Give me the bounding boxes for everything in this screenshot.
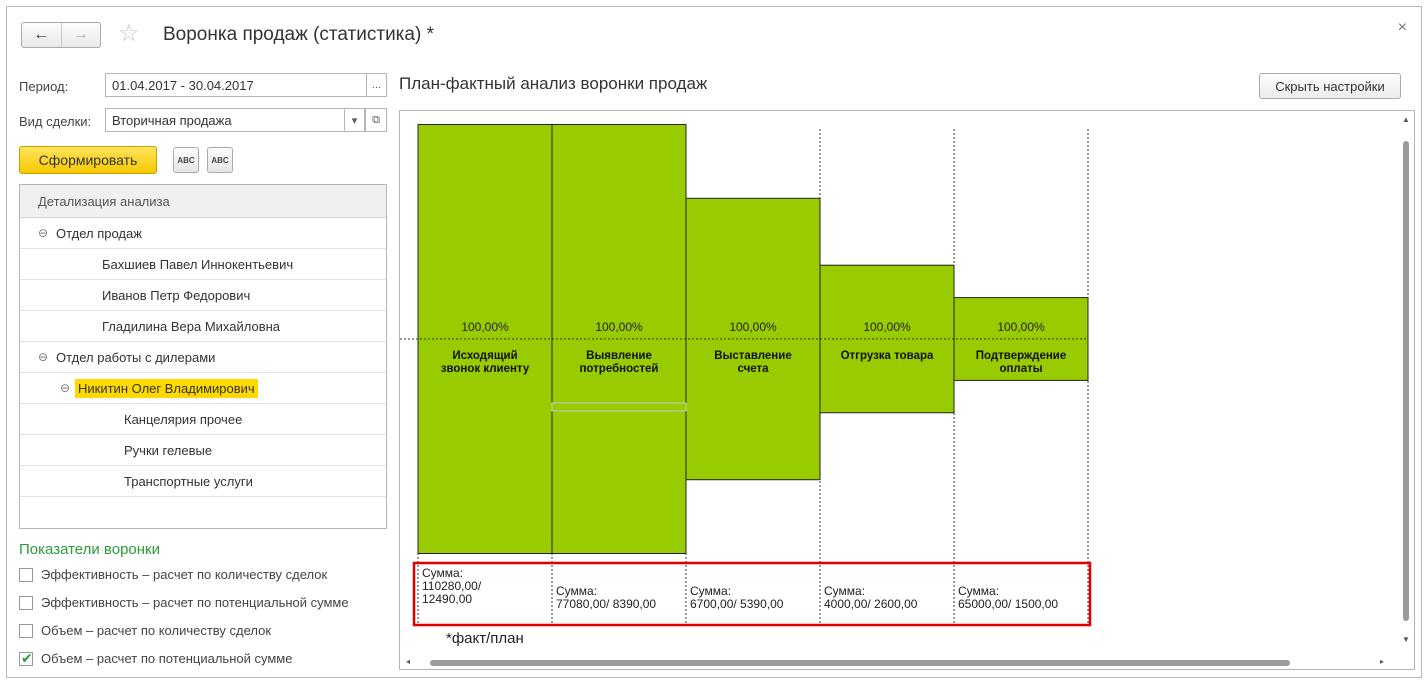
horizontal-scrollbar[interactable]: ◂ ▸ <box>400 655 1400 669</box>
sum-label: Сумма: <box>690 584 731 598</box>
stage-label: Выявление <box>586 350 652 362</box>
checkbox-checked-icon[interactable] <box>19 650 33 667</box>
tree-row-label: Иванов Петр Федорович <box>102 288 251 303</box>
window-title: Воронка продаж (статистика) * <box>163 24 434 45</box>
hide-settings-button[interactable]: Скрыть настройки <box>1259 73 1401 99</box>
stage-label: оплаты <box>999 363 1042 375</box>
period-select-button[interactable]: ... <box>367 73 387 97</box>
stage-label: потребностей <box>579 363 658 375</box>
generate-button[interactable]: Сформировать <box>19 146 157 174</box>
percent-label: 100,00% <box>595 320 643 334</box>
indicator-label: Эффективность – расчет по количеству сде… <box>41 567 328 582</box>
tree-rows: ⊖ Отдел продаж Бахшиев Павел Иннокентьевич… <box>20 218 386 497</box>
back-button[interactable]: ← <box>33 26 50 43</box>
tree-row[interactable]: Транспортные услуги <box>20 466 386 497</box>
tree-row-label: Отдел работы с дилерами <box>56 350 216 365</box>
tree-row[interactable]: ⊖ Отдел продаж <box>20 218 386 249</box>
checkbox-icon[interactable] <box>19 595 33 610</box>
indicator-checkbox[interactable]: Объем – расчет по количеству сделок <box>19 623 271 638</box>
stage-label: Исходящий <box>452 350 517 362</box>
collapse-all-icon[interactable]: ABC <box>173 147 199 173</box>
tree-row[interactable]: ⊖ Никитин Олег Владимирович <box>20 373 386 404</box>
period-input[interactable]: 01.04.2017 - 30.04.2017 <box>105 73 367 97</box>
sum-label: Сумма: <box>422 566 463 580</box>
checkbox-icon[interactable] <box>19 567 33 582</box>
indicator-checkbox[interactable]: Эффективность – расчет по потенциальной … <box>19 595 349 610</box>
indicator-label: Эффективность – расчет по потенциальной … <box>41 595 349 610</box>
nav-buttons: ← → <box>21 22 101 48</box>
tree-row-label: Отдел продаж <box>56 226 142 241</box>
report-area: 100,00% Исходящий звонок клиенту Сумма: 1102… <box>399 110 1415 670</box>
title-bar: ← → ☆ Воронка продаж (статистика) * × <box>7 7 1421 61</box>
stage-label: счета <box>737 363 769 375</box>
percent-label: 100,00% <box>863 320 911 334</box>
scroll-right-icon[interactable]: ▸ <box>1380 657 1385 666</box>
tree-row[interactable]: Канцелярия прочее <box>20 404 386 435</box>
dropdown-arrow-icon[interactable]: ▾ <box>345 108 365 132</box>
vertical-scroll-thumb[interactable] <box>1403 141 1409 621</box>
deal-type-label: Вид сделки: <box>19 114 92 129</box>
tree-row[interactable]: Бахшиев Павел Иннокентьевич <box>20 249 386 280</box>
scroll-down-icon[interactable]: ▼ <box>1402 635 1410 644</box>
checkbox-icon[interactable] <box>19 623 33 638</box>
sum-label: Сумма: <box>556 584 597 598</box>
stage-label: Отгрузка товара <box>841 350 934 362</box>
selection-marker <box>551 402 687 412</box>
vertical-scrollbar[interactable]: ▲ ▼ <box>1398 111 1414 651</box>
tree-row-label: Канцелярия прочее <box>124 412 243 427</box>
forward-button[interactable]: → <box>60 23 101 47</box>
collapse-toggle-icon[interactable]: ⊖ <box>60 381 71 395</box>
sum-label: 77080,00/ 8390,00 <box>556 597 656 611</box>
funnel-bar <box>819 264 955 414</box>
open-item-icon[interactable]: ⧉ <box>365 108 387 132</box>
tree-header: Детализация анализа <box>20 185 386 218</box>
tree-row-label: Ручки гелевые <box>124 443 213 458</box>
scroll-up-icon[interactable]: ▲ <box>1402 115 1410 124</box>
tree-row[interactable]: Гладилина Вера Михайловна <box>20 311 386 342</box>
sum-highlight-box <box>412 561 1092 627</box>
report-title: План-фактный анализ воронки продаж <box>399 74 708 93</box>
funnel-bar <box>551 124 687 554</box>
indicator-label: Объем – расчет по потенциальной сумме <box>41 651 293 666</box>
tree-row[interactable]: ⊖ Отдел работы с дилерами <box>20 342 386 373</box>
sum-label: 6700,00/ 5390,00 <box>690 597 784 611</box>
detail-tree: Детализация анализа ⊖ Отдел продаж Бахшиев… <box>19 184 387 529</box>
horizontal-scroll-thumb[interactable] <box>430 660 1290 666</box>
tree-row-label: Бахшиев Павел Иннокентьевич <box>102 257 294 272</box>
footnote: *факт/план <box>446 630 524 647</box>
percent-label: 100,00% <box>997 320 1045 334</box>
sum-label: 4000,00/ 2600,00 <box>824 597 918 611</box>
stage-label: Выставление <box>714 350 791 362</box>
tree-row-label: Никитин Олег Владимирович <box>75 379 258 398</box>
expand-all-icon[interactable]: ABC <box>207 147 233 173</box>
stage-label: звонок клиенту <box>441 363 530 375</box>
percent-label: 100,00% <box>729 320 777 334</box>
deal-type-select[interactable]: Вторичная продажа <box>105 108 345 132</box>
tree-row-label: Транспортные услуги <box>124 474 253 489</box>
period-label: Период: <box>19 79 69 94</box>
indicator-checkbox[interactable]: Объем – расчет по потенциальной сумме <box>19 650 293 667</box>
sum-label: 110280,00/ <box>422 579 482 593</box>
tree-row-label: Гладилина Вера Михайловна <box>102 319 281 334</box>
indicator-checkbox[interactable]: Эффективность – расчет по количеству сде… <box>19 567 327 582</box>
percent-label: 100,00% <box>461 320 509 334</box>
sum-label: 12490,00 <box>422 592 472 606</box>
sum-label: Сумма: <box>958 584 999 598</box>
tree-row[interactable]: Ручки гелевые <box>20 435 386 466</box>
indicator-label: Объем – расчет по количеству сделок <box>41 623 272 638</box>
collapse-toggle-icon[interactable]: ⊖ <box>38 226 49 240</box>
favorite-star-icon[interactable]: ☆ <box>118 20 140 47</box>
sum-label: 65000,00/ 1500,00 <box>958 597 1058 611</box>
tree-row[interactable]: Иванов Петр Федорович <box>20 280 386 311</box>
indicators-title: Показатели воронки <box>19 541 160 558</box>
sum-label: Сумма: <box>824 584 865 598</box>
close-icon[interactable]: × <box>1397 19 1407 36</box>
scroll-left-icon[interactable]: ◂ <box>406 657 411 666</box>
collapse-toggle-icon[interactable]: ⊖ <box>38 350 49 364</box>
stage-label: Подтверждение <box>976 350 1067 362</box>
report-window: ← → ☆ Воронка продаж (статистика) * × Пе… <box>6 6 1422 678</box>
